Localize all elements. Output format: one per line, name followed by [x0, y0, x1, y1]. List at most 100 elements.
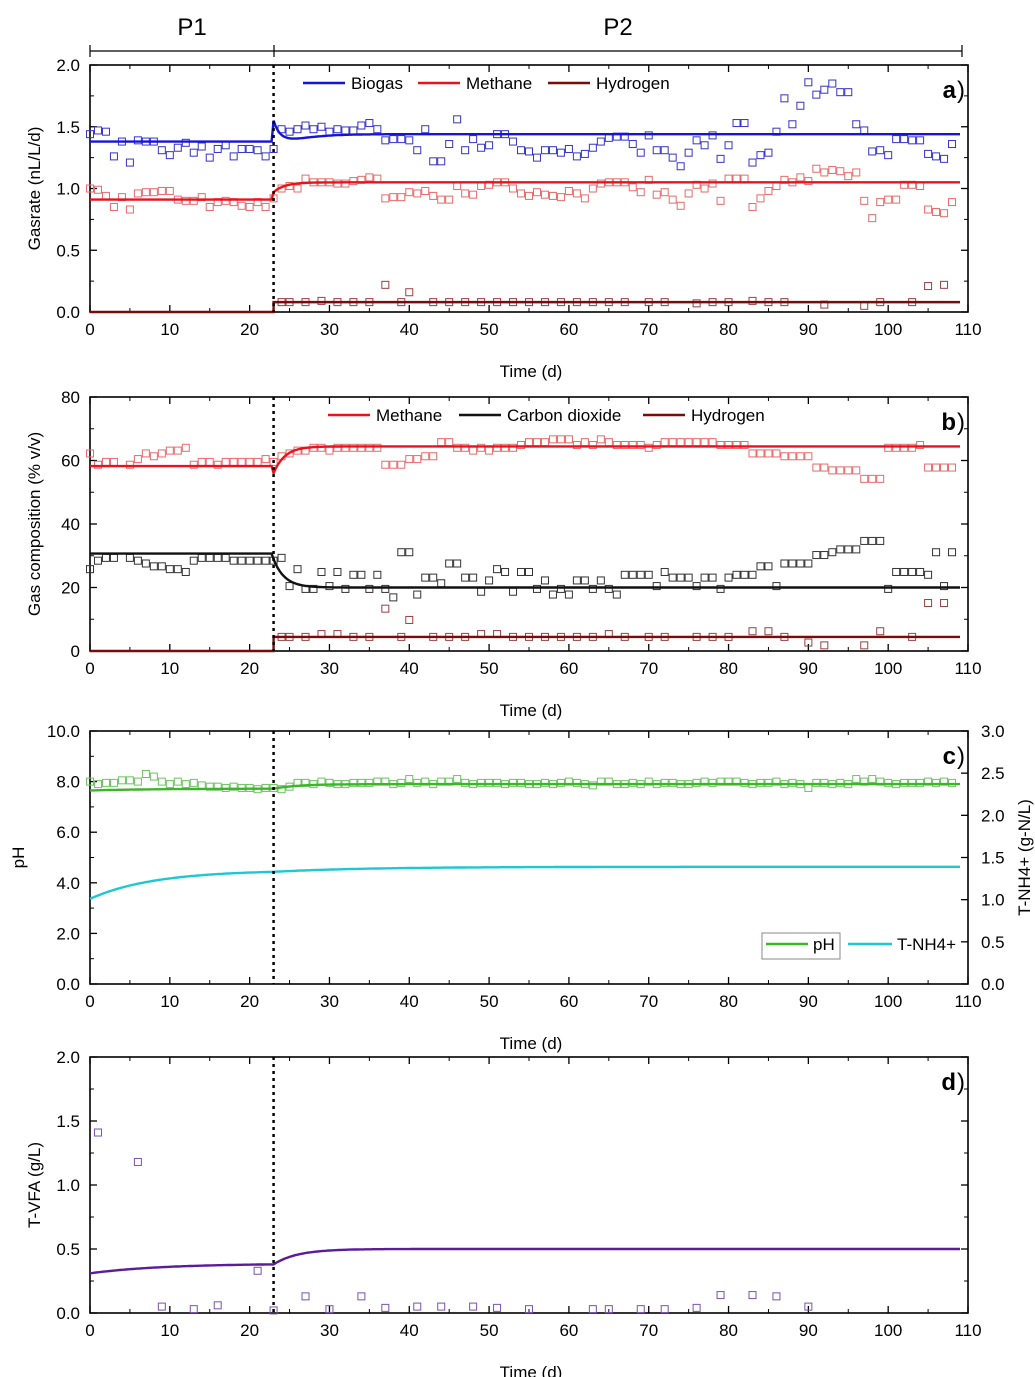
- data-point: [884, 195, 893, 204]
- x-tick-label: 10: [160, 992, 179, 1011]
- data-point: [556, 435, 565, 444]
- data-point: [836, 466, 845, 475]
- data-point: [421, 125, 430, 134]
- data-point: [884, 584, 893, 593]
- data-point: [684, 573, 693, 582]
- x-tick-label: 30: [320, 320, 339, 339]
- data-point: [221, 457, 230, 466]
- data-point: [133, 1157, 142, 1166]
- data-point: [125, 205, 134, 214]
- panel-letter-paren: ): [957, 743, 965, 770]
- data-point: [860, 536, 869, 545]
- data-point: [764, 562, 773, 571]
- data-point: [349, 443, 358, 452]
- data-point: [141, 770, 150, 779]
- data-point: [101, 553, 110, 562]
- data-point: [588, 440, 597, 449]
- data-point: [365, 584, 374, 593]
- data-point: [908, 136, 917, 145]
- data-point: [836, 778, 845, 787]
- x-tick-label: 60: [559, 992, 578, 1011]
- data-point: [780, 559, 789, 568]
- data-point: [756, 194, 765, 203]
- data-point: [477, 778, 486, 787]
- data-point: [405, 775, 414, 784]
- data-point: [485, 446, 494, 455]
- data-point: [301, 1292, 310, 1301]
- data-point: [876, 627, 885, 636]
- x-tick-label: 100: [874, 659, 902, 678]
- data-point: [397, 778, 406, 787]
- data-point: [660, 438, 669, 447]
- data-point: [197, 553, 206, 562]
- y-tick-label: 1.5: [56, 1112, 80, 1131]
- x-tick-label: 40: [400, 1321, 419, 1340]
- data-point: [133, 455, 142, 464]
- data-point: [181, 138, 190, 147]
- data-point: [469, 1302, 478, 1311]
- data-point: [772, 182, 781, 191]
- data-point: [453, 443, 462, 452]
- data-point: [229, 152, 238, 161]
- y-right-tick-label: 0.5: [981, 933, 1005, 952]
- model-line: [90, 120, 960, 143]
- data-point: [213, 460, 222, 469]
- data-point: [756, 778, 765, 787]
- x-axis-label: Time (d): [500, 362, 563, 381]
- data-point: [700, 184, 709, 193]
- data-point: [564, 144, 573, 153]
- y-axis-label: Gasrate (nL/L/d): [25, 127, 44, 251]
- data-point: [221, 141, 230, 150]
- data-point: [844, 172, 853, 181]
- y-tick-label: 4.0: [56, 874, 80, 893]
- data-point: [229, 782, 238, 791]
- data-point: [860, 126, 869, 135]
- data-point: [692, 778, 701, 787]
- data-point: [357, 443, 366, 452]
- data-point: [181, 196, 190, 205]
- x-tick-label: 90: [799, 1321, 818, 1340]
- data-point: [940, 582, 949, 591]
- data-point: [437, 579, 446, 588]
- data-point: [413, 146, 422, 155]
- data-point: [381, 280, 390, 289]
- data-point: [109, 553, 118, 562]
- legend-label: pH: [813, 935, 835, 954]
- data-point: [812, 551, 821, 560]
- data-point: [405, 136, 414, 145]
- data-point: [301, 174, 310, 183]
- panel-c-ph-ammonium: 0 10 20 30 40 50 60 70 80 90 100 110 Time (d) 0.0 2.0 4…: [9, 722, 1034, 1053]
- data-point: [756, 562, 765, 571]
- data-point: [540, 146, 549, 155]
- data-point: [548, 146, 557, 155]
- data-point: [588, 584, 597, 593]
- data-point: [692, 136, 701, 145]
- data-point: [197, 142, 206, 151]
- data-point: [125, 553, 134, 562]
- data-point: [189, 556, 198, 565]
- data-point: [940, 463, 949, 472]
- data-point: [397, 135, 406, 144]
- data-point: [469, 190, 478, 199]
- data-point: [820, 641, 829, 650]
- data-point: [165, 186, 174, 195]
- data-point: [948, 198, 957, 207]
- data-point: [221, 553, 230, 562]
- y-right-tick-label: 2.0: [981, 806, 1005, 825]
- x-tick-label: 40: [400, 320, 419, 339]
- data-point: [485, 576, 494, 585]
- data-point: [325, 778, 334, 787]
- data-point: [477, 587, 486, 596]
- data-point: [405, 288, 414, 297]
- data-point: [245, 203, 254, 212]
- data-point: [93, 1128, 102, 1137]
- model-line: [89, 865, 960, 900]
- data-point: [373, 125, 382, 134]
- data-point: [820, 85, 829, 94]
- data-point: [165, 446, 174, 455]
- data-point: [245, 556, 254, 565]
- data-point: [397, 193, 406, 202]
- x-tick-label: 60: [559, 320, 578, 339]
- x-tick-label: 80: [719, 659, 738, 678]
- data-point: [141, 449, 150, 458]
